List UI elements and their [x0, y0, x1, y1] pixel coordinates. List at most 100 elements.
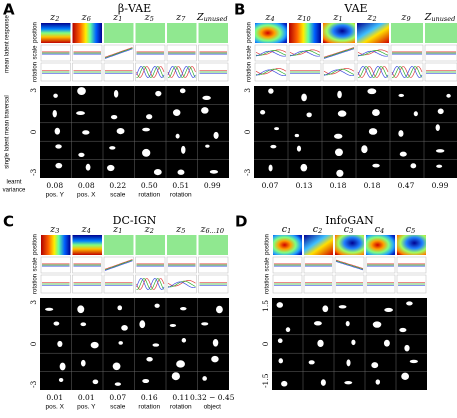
- latent-index: unused: [431, 15, 455, 23]
- latent-index: 1: [338, 15, 342, 23]
- heatmap: [135, 235, 165, 255]
- sprite: [45, 307, 54, 311]
- sprite: [139, 320, 146, 329]
- heatmap: [41, 23, 71, 43]
- response-line: [255, 50, 287, 56]
- response-line: [104, 47, 133, 59]
- sprite: [53, 321, 60, 326]
- heatmap: [323, 23, 355, 43]
- sprite: [55, 162, 63, 169]
- sprite: [413, 111, 418, 117]
- sprite: [117, 305, 123, 311]
- line-plot-box: [356, 44, 390, 62]
- variance-value: 0.07: [109, 393, 126, 402]
- side-label: learnt: [6, 180, 21, 186]
- latent-label: c5: [406, 224, 415, 236]
- latent-label: c2: [313, 224, 322, 236]
- variance-value: 0.51: [172, 181, 189, 190]
- sprite: [406, 301, 413, 306]
- line-plot-box: [322, 62, 356, 82]
- sprite: [212, 338, 219, 347]
- row-label: scale: [265, 257, 271, 272]
- latent-symbol: z: [332, 12, 339, 23]
- heatmap: [357, 23, 389, 43]
- y-tick-label: -3: [29, 380, 38, 388]
- heatmap: [425, 23, 457, 43]
- latent-label: z1: [332, 12, 342, 24]
- y-tick-label: -1.5: [261, 373, 270, 388]
- sprite: [80, 359, 86, 367]
- sprite: [276, 302, 284, 308]
- sprite: [277, 338, 283, 344]
- response-line: [255, 69, 287, 77]
- variance-value: 0.16: [141, 393, 158, 402]
- latent-symbol: z: [400, 12, 407, 23]
- semantic-label: object: [204, 404, 222, 411]
- latent-index: 4: [86, 227, 91, 235]
- row-label: scale: [33, 45, 39, 60]
- row-label: rotation: [33, 62, 39, 82]
- response-line: [323, 48, 355, 59]
- sprite: [201, 322, 209, 326]
- latent-label: z9: [400, 12, 410, 24]
- sprite: [146, 114, 153, 120]
- side-label: variance: [3, 188, 26, 194]
- sprite: [274, 127, 279, 131]
- sprite: [118, 341, 123, 345]
- response-line: [104, 47, 133, 58]
- latent-label: z6: [81, 12, 91, 24]
- sprite: [446, 93, 451, 98]
- sprite: [53, 93, 58, 98]
- sprite: [281, 380, 288, 387]
- heatmap: [335, 235, 364, 255]
- latent-index: 6: [87, 15, 91, 23]
- row-label: position: [33, 22, 39, 43]
- semantic-label: pos. Y: [77, 404, 96, 411]
- sprite: [181, 145, 186, 154]
- sprite: [399, 327, 407, 333]
- y-tick-label: 3: [29, 300, 38, 305]
- sprite: [345, 320, 350, 327]
- sprite: [155, 90, 162, 97]
- sprite: [77, 305, 85, 314]
- response-line: [104, 260, 133, 271]
- sprite: [278, 358, 284, 364]
- row-label: scale: [247, 45, 253, 60]
- latent-label: z7: [175, 12, 186, 24]
- latent-index: 6...10: [205, 227, 224, 235]
- panel-title: DC-IGN: [113, 214, 157, 227]
- semantic-label: rotation: [138, 404, 160, 411]
- sprite: [58, 377, 64, 383]
- sprite: [398, 93, 405, 98]
- sprite: [344, 380, 353, 385]
- panel-letter: C: [3, 213, 14, 231]
- latent-label: z2: [366, 12, 376, 24]
- latent-symbol: c: [313, 224, 319, 235]
- response-line: [323, 67, 355, 75]
- latent-label: z4: [264, 12, 274, 24]
- sprite: [85, 163, 91, 171]
- variance-value: 0.50: [141, 181, 158, 190]
- latent-index: 10: [302, 15, 310, 23]
- sprite: [146, 356, 153, 362]
- semantic-label: pos. X: [46, 404, 65, 411]
- response-line: [335, 259, 364, 269]
- latent-index: 5: [150, 15, 154, 23]
- latent-label: z1: [112, 12, 122, 24]
- latent-index: 7: [181, 15, 186, 23]
- sprite: [179, 88, 186, 94]
- sprite: [435, 124, 440, 132]
- sprite: [205, 144, 210, 148]
- latent-symbol: z: [81, 224, 88, 235]
- side-label: single latent mean traversal: [5, 95, 11, 168]
- traversal-grid: [272, 298, 427, 390]
- sprite: [372, 163, 380, 168]
- sprite: [177, 169, 185, 175]
- latent-symbol: z: [144, 12, 151, 23]
- heatmap: [167, 235, 197, 255]
- sprite: [169, 323, 177, 327]
- sprite: [404, 344, 410, 352]
- latent-label: c3: [344, 224, 353, 236]
- latent-symbol: z: [144, 224, 151, 235]
